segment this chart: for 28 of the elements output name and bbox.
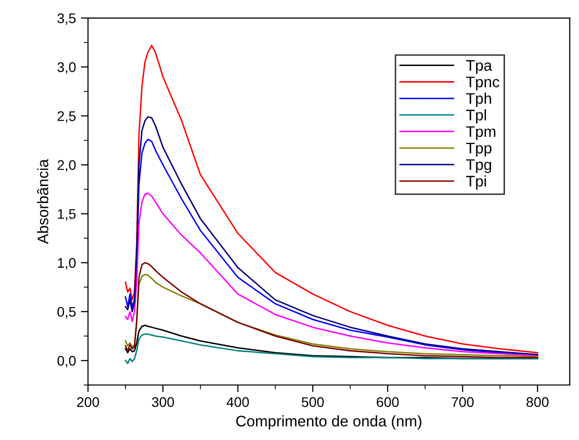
x-tick-label: 200 <box>77 397 100 408</box>
legend-label: Tpnc <box>466 76 500 90</box>
x-tick-label: 800 <box>526 397 549 408</box>
x-tick-label: 300 <box>152 397 174 408</box>
y-tick-label: 1,5 <box>58 209 76 221</box>
line-series <box>124 192 538 356</box>
legend-label: Tpi <box>466 175 486 190</box>
x-axis-title: Comprimento de onda (nm) <box>236 415 422 430</box>
y-tick-label: 2,5 <box>58 111 76 123</box>
y-tick-label: 1,0 <box>58 258 76 270</box>
x-tick-label: 400 <box>226 397 249 408</box>
y-tick-label: 0,5 <box>57 306 76 318</box>
legend-label: Tpp <box>466 142 492 157</box>
y-tick-label: 3,0 <box>57 62 76 74</box>
x-tick-label: 600 <box>376 397 399 408</box>
y-tick-label: 0,0 <box>57 356 76 368</box>
y-tick-label: 2,0 <box>58 160 76 172</box>
legend-label: Tpg <box>466 159 492 174</box>
x-tick-label: 500 <box>302 397 324 408</box>
legend-label: Tpm <box>466 126 496 140</box>
legend-label: Tph <box>466 92 492 107</box>
legend-label: Tpl <box>466 109 486 124</box>
line-series <box>124 333 538 364</box>
line-series <box>124 44 538 354</box>
y-axis-title: Absorbância <box>37 159 48 244</box>
x-tick-label: 700 <box>452 397 474 408</box>
legend-label: Tpa <box>466 60 492 74</box>
y-tick-label: 3,5 <box>57 13 76 25</box>
